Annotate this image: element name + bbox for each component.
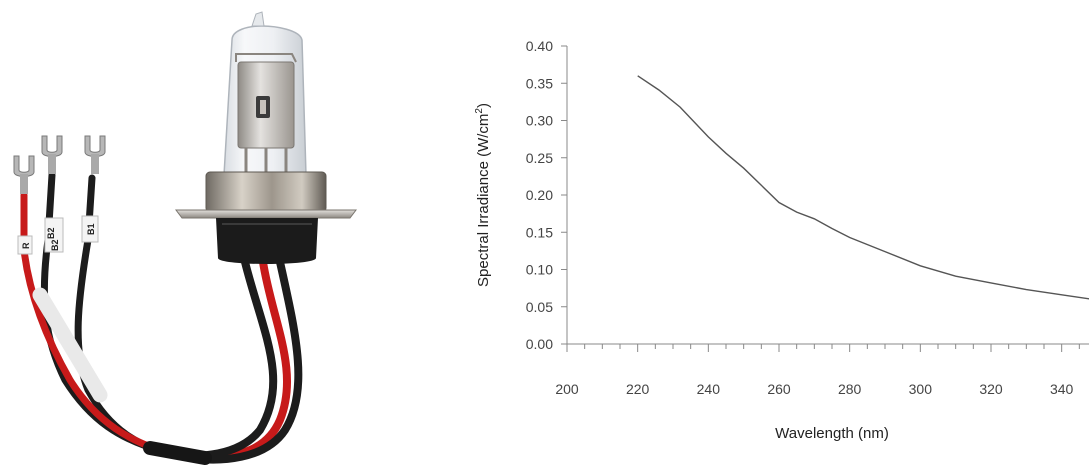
y-axis-ticks: 0.00 0.05 0.10 0.15 0.20 0.25 0.30 0.35 0.40 [526,38,567,352]
y-axis-title-main: Spectral Irradiance (W/cm [475,114,492,287]
lamp-glass-envelope [223,11,307,176]
wire-label-b2-lower: B2 [50,239,60,251]
y-tick-label: 0.10 [526,262,553,278]
y-tick-label: 0.15 [526,224,553,240]
x-tick-label: 280 [838,381,862,397]
wire-label-r: R [21,242,31,249]
lamp-black-base [216,218,318,264]
wire-label-b2-upper: B2 [46,227,56,239]
x-axis-title: Wavelength (nm) [775,425,889,442]
spectral-irradiance-chart: 0.00 0.05 0.10 0.15 0.20 0.25 0.30 0.35 0.40 200… [474,38,1089,442]
series-line-spectral-irradiance [637,75,1089,300]
lamp-metal-collar [175,171,357,219]
y-tick-label: 0.40 [526,38,553,54]
y-axis-title-end: ) [475,103,492,108]
x-tick-label: 320 [979,381,1003,397]
x-axis-ticks: 200 220 240 260 280 300 320 340 [555,344,1080,397]
wire-label-b1: B1 [86,223,96,235]
spade-terminals [13,135,106,194]
x-tick-label: 220 [626,381,650,397]
wire-label-tags: R B2 B2 B1 [17,215,99,255]
x-tick-label: 260 [767,381,791,397]
y-axis-title-superscript: 2 [474,108,485,114]
x-tick-label: 240 [697,381,721,397]
y-tick-label: 0.05 [526,299,553,315]
x-tick-label: 200 [555,381,579,397]
y-tick-label: 0.35 [526,75,553,91]
x-tick-label: 300 [909,381,933,397]
y-tick-label: 0.25 [526,150,553,166]
lamp-wires [20,171,303,465]
y-axis-title: Spectral Irradiance (W/cm2) [474,103,492,287]
y-tick-label: 0.00 [526,336,553,352]
deuterium-lamp-image: R B2 B2 B1 [13,11,357,465]
x-tick-label: 340 [1050,381,1074,397]
y-tick-label: 0.20 [526,187,553,203]
y-tick-label: 0.30 [526,113,553,129]
